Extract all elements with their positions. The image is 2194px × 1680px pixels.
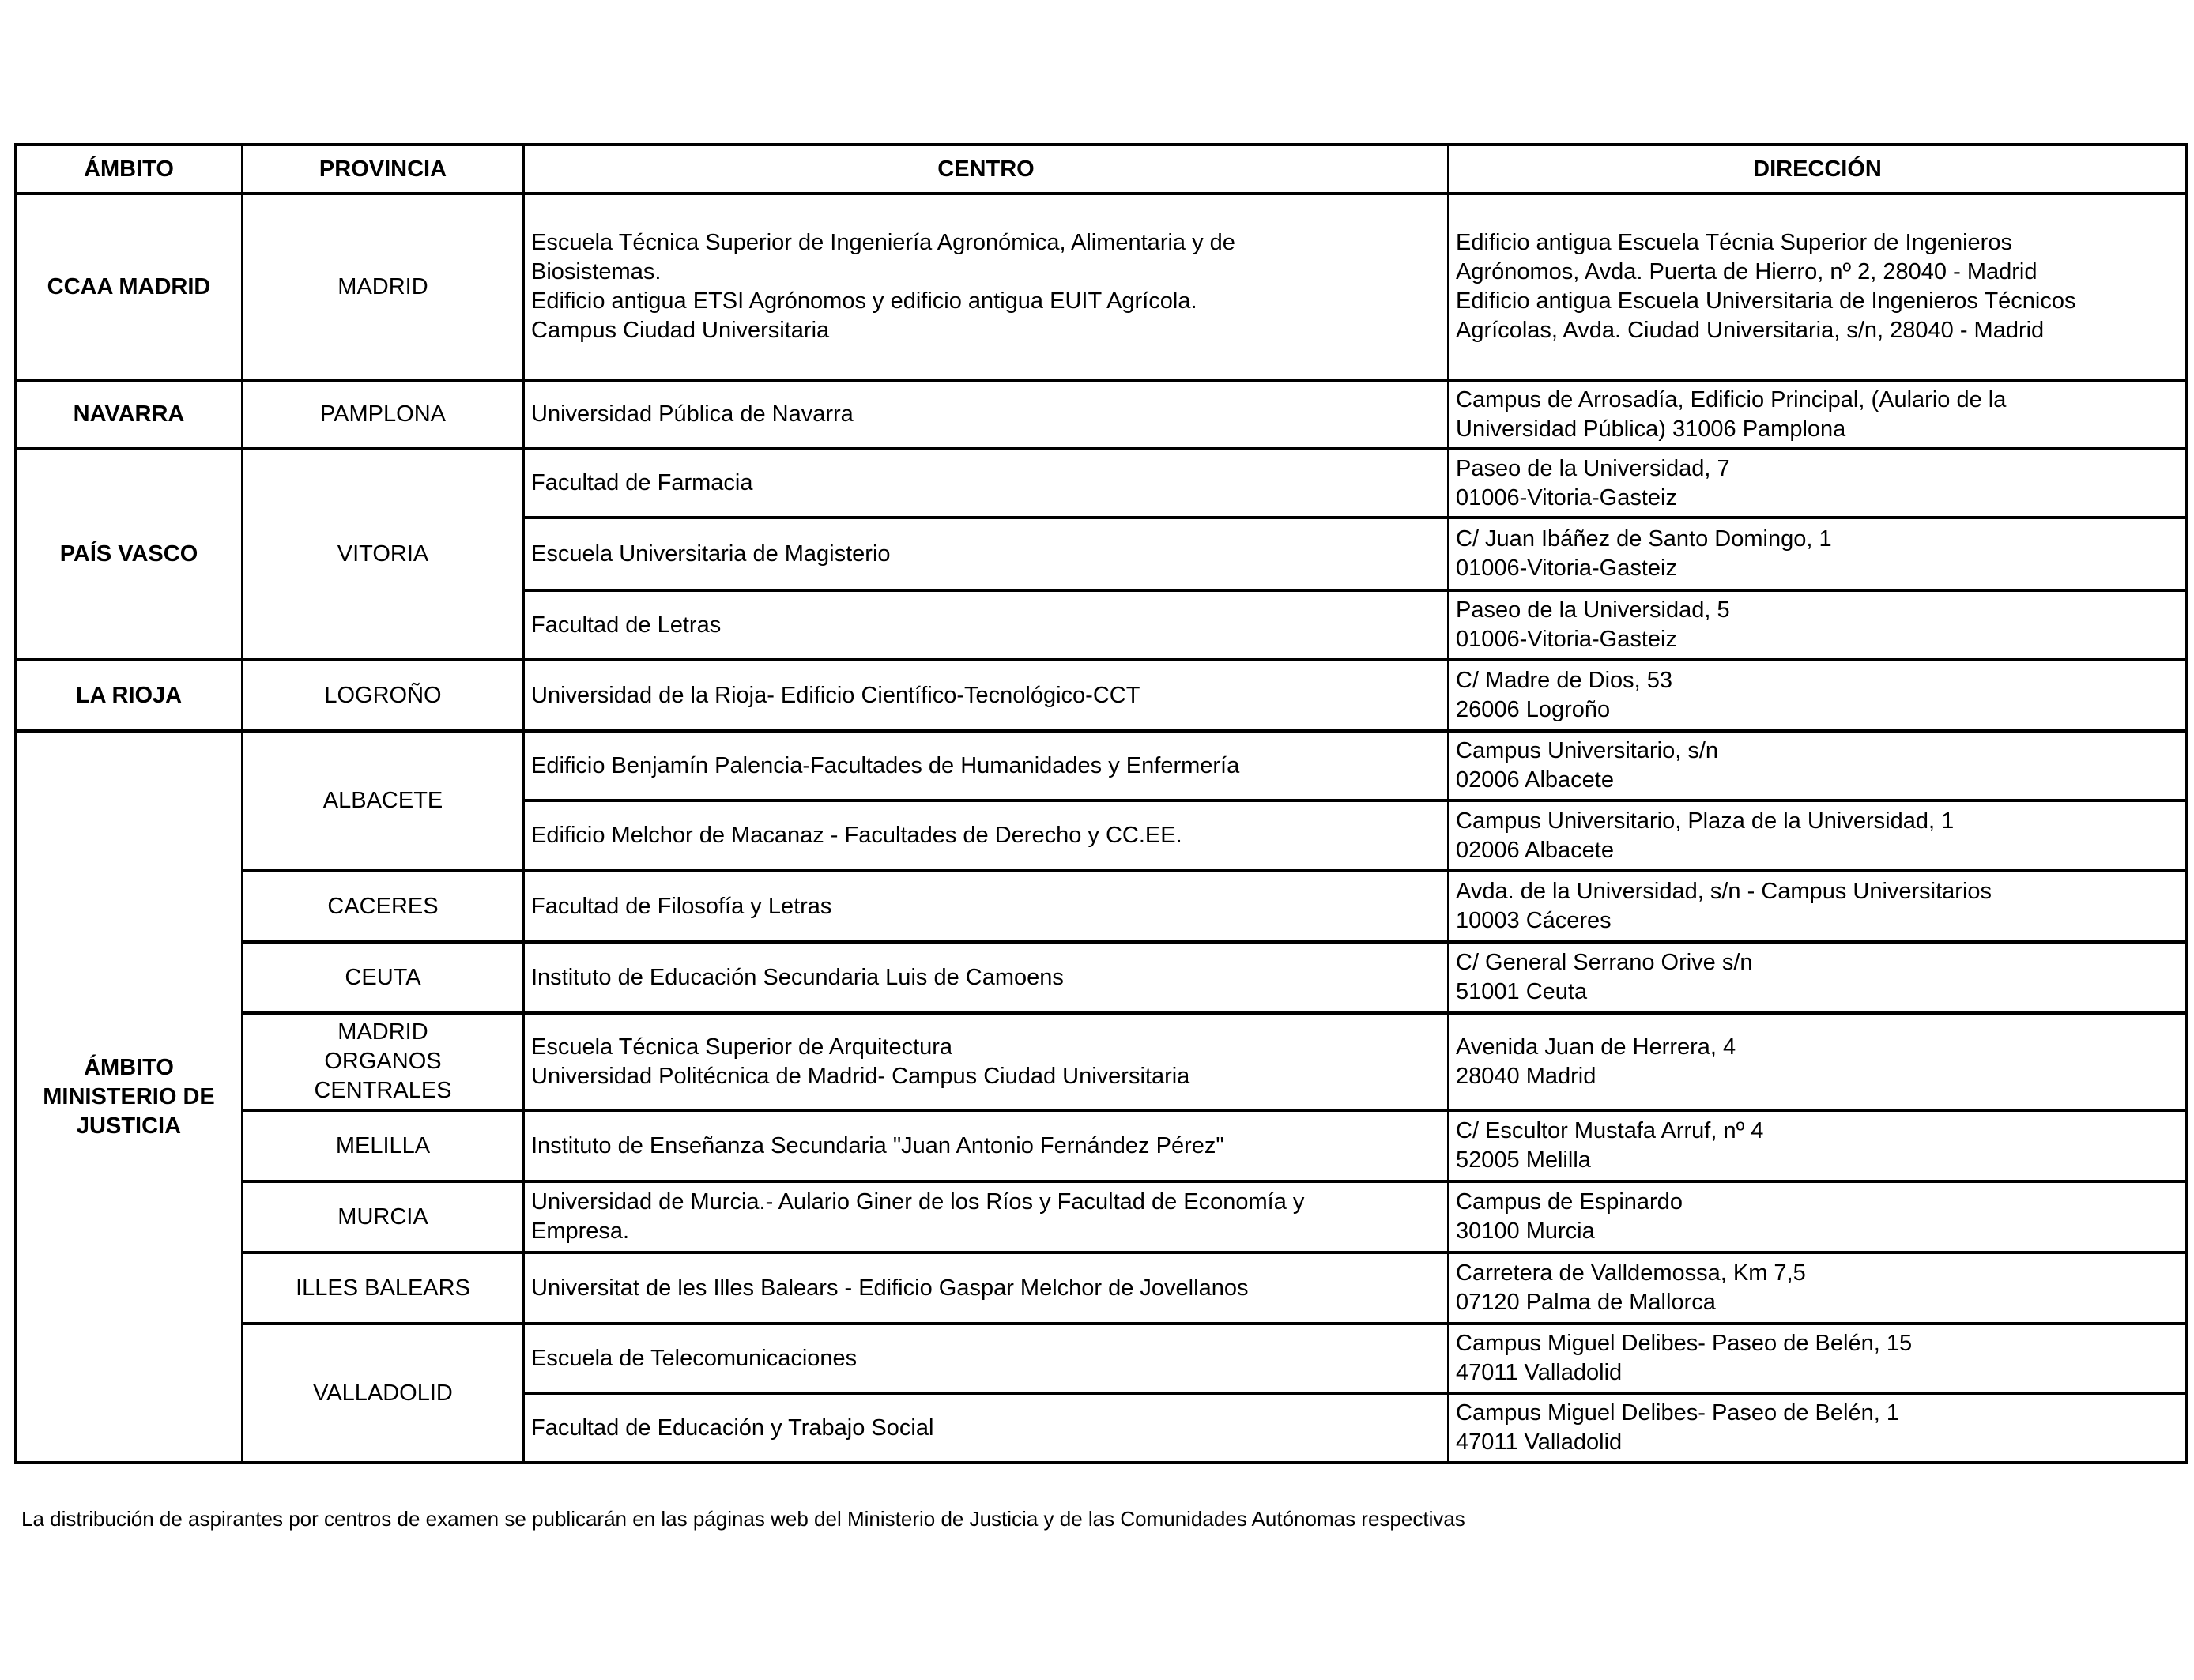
direccion-cell: Campus de Espinardo 30100 Murcia [1447, 1180, 2188, 1254]
column-header-centro: CENTRO [522, 143, 1449, 195]
table-row: MADRID ORGANOS CENTRALES Escuela Técnica… [16, 1011, 2188, 1112]
table-row: Facultad de Letras Paseo de la Universid… [16, 589, 2188, 661]
provincia-cell: MELILLA [241, 1109, 525, 1183]
direccion-cell: Carretera de Valldemossa, Km 7,5 07120 P… [1447, 1251, 2188, 1325]
column-header-provincia: PROVINCIA [241, 143, 525, 195]
direccion-cell: C/ Madre de Dios, 53 26006 Logroño [1447, 658, 2188, 733]
direccion-cell: C/ Juan Ibáñez de Santo Domingo, 1 01006… [1447, 516, 2188, 592]
table-row: ÁMBITO MINISTERIO DE JUSTICIA ALBACETE E… [14, 729, 2188, 1464]
table-row: NAVARRA PAMPLONA Universidad Pública de … [14, 379, 2188, 450]
provincia-cell: VITORIA [241, 447, 525, 661]
ambito-cell: PAÍS VASCO [14, 447, 243, 661]
footer-note: La distribución de aspirantes por centro… [21, 1507, 1465, 1531]
table-row: LA RIOJA LOGROÑO Universidad de la Rioja… [14, 658, 2188, 733]
table-row: MELILLA Instituto de Enseñanza Secundari… [16, 1109, 2188, 1183]
provincia-cell: LOGROÑO [241, 658, 525, 733]
centro-cell: Universidad de la Rioja- Edificio Cientí… [522, 658, 1449, 733]
centro-cell: Facultad de Filosofía y Letras [522, 869, 1449, 944]
centro-cell: Universidad de Murcia.- Aulario Giner de… [522, 1180, 1449, 1254]
table-row: CEUTA Instituto de Educación Secundaria … [16, 940, 2188, 1015]
centro-cell: Facultad de Letras [522, 589, 1449, 661]
direccion-cell: Paseo de la Universidad, 7 01006-Vitoria… [1447, 447, 2188, 519]
centro-cell: Escuela de Telecomunicaciones [522, 1322, 1449, 1395]
centro-cell: Edificio Melchor de Macanaz - Facultades… [522, 799, 1449, 872]
direccion-cell: Avda. de la Universidad, s/n - Campus Un… [1447, 869, 2188, 944]
centro-cell: Escuela Técnica Superior de Ingeniería A… [522, 192, 1449, 382]
provincia-cell: ILLES BALEARS [241, 1251, 525, 1325]
direccion-cell: C/ Escultor Mustafa Arruf, nº 4 52005 Me… [1447, 1109, 2188, 1183]
table-row: MURCIA Universidad de Murcia.- Aulario G… [16, 1180, 2188, 1254]
table-row: Escuela Universitaria de Magisterio C/ J… [16, 516, 2188, 592]
centro-cell: Escuela Técnica Superior de Arquitectura… [522, 1011, 1449, 1112]
ambito-cell: NAVARRA [14, 379, 243, 450]
direccion-cell: Edificio antigua Escuela Técnia Superior… [1447, 192, 2188, 382]
exam-centers-table: ÁMBITO PROVINCIA CENTRO DIRECCIÓN CCAA M… [14, 143, 2188, 1464]
column-header-ambito: ÁMBITO [14, 143, 243, 195]
centro-cell: Facultad de Educación y Trabajo Social [522, 1392, 1449, 1464]
provincia-cell: CEUTA [241, 940, 525, 1015]
direccion-cell: Campus Universitario, Plaza de la Univer… [1447, 799, 2188, 872]
direccion-cell: Avenida Juan de Herrera, 4 28040 Madrid [1447, 1011, 2188, 1112]
direccion-cell: C/ General Serrano Orive s/n 51001 Ceuta [1447, 940, 2188, 1015]
direccion-cell: Campus Universitario, s/n 02006 Albacete [1447, 729, 2188, 802]
direccion-cell: Campus Miguel Delibes- Paseo de Belén, 1… [1447, 1392, 2188, 1464]
provincia-cell: CACERES [241, 869, 525, 944]
provincia-cell: MADRID [241, 192, 525, 382]
provincia-cell: MURCIA [241, 1180, 525, 1254]
centro-cell: Universidad Pública de Navarra [522, 379, 1449, 450]
table-header-row: ÁMBITO PROVINCIA CENTRO DIRECCIÓN [14, 143, 2188, 195]
ambito-cell: LA RIOJA [14, 658, 243, 733]
table-row: PAÍS VASCO VITORIA Facultad de Farmacia … [14, 447, 2188, 661]
table-row: Facultad de Educación y Trabajo Social C… [16, 1392, 2188, 1464]
centro-cell: Facultad de Farmacia [522, 447, 1449, 519]
centro-cell: Edificio Benjamín Palencia-Facultades de… [522, 729, 1449, 802]
direccion-cell: Campus de Arrosadía, Edificio Principal,… [1447, 379, 2188, 450]
direccion-cell: Campus Miguel Delibes- Paseo de Belén, 1… [1447, 1322, 2188, 1395]
table-row: VALLADOLID Escuela de Telecomunicaciones… [16, 1322, 2188, 1464]
provincia-cell: VALLADOLID [241, 1322, 525, 1464]
ambito-cell: ÁMBITO MINISTERIO DE JUSTICIA [14, 729, 243, 1464]
centro-cell: Instituto de Educación Secundaria Luis d… [522, 940, 1449, 1015]
centro-cell: Universitat de les Illes Balears - Edifi… [522, 1251, 1449, 1325]
centro-cell: Escuela Universitaria de Magisterio [522, 516, 1449, 592]
provincia-cell: PAMPLONA [241, 379, 525, 450]
column-header-direccion: DIRECCIÓN [1447, 143, 2188, 195]
ambito-cell: CCAA MADRID [14, 192, 243, 382]
direccion-cell: Paseo de la Universidad, 5 01006-Vitoria… [1447, 589, 2188, 661]
provincia-cell: MADRID ORGANOS CENTRALES [241, 1011, 525, 1112]
table-row: ILLES BALEARS Universitat de les Illes B… [16, 1251, 2188, 1325]
table-row: CCAA MADRID MADRID Escuela Técnica Super… [14, 192, 2188, 382]
centro-cell: Instituto de Enseñanza Secundaria "Juan … [522, 1109, 1449, 1183]
table-row: CACERES Facultad de Filosofía y Letras A… [16, 869, 2188, 944]
table-row: Edificio Melchor de Macanaz - Facultades… [16, 799, 2188, 872]
provincia-cell: ALBACETE [241, 729, 525, 872]
